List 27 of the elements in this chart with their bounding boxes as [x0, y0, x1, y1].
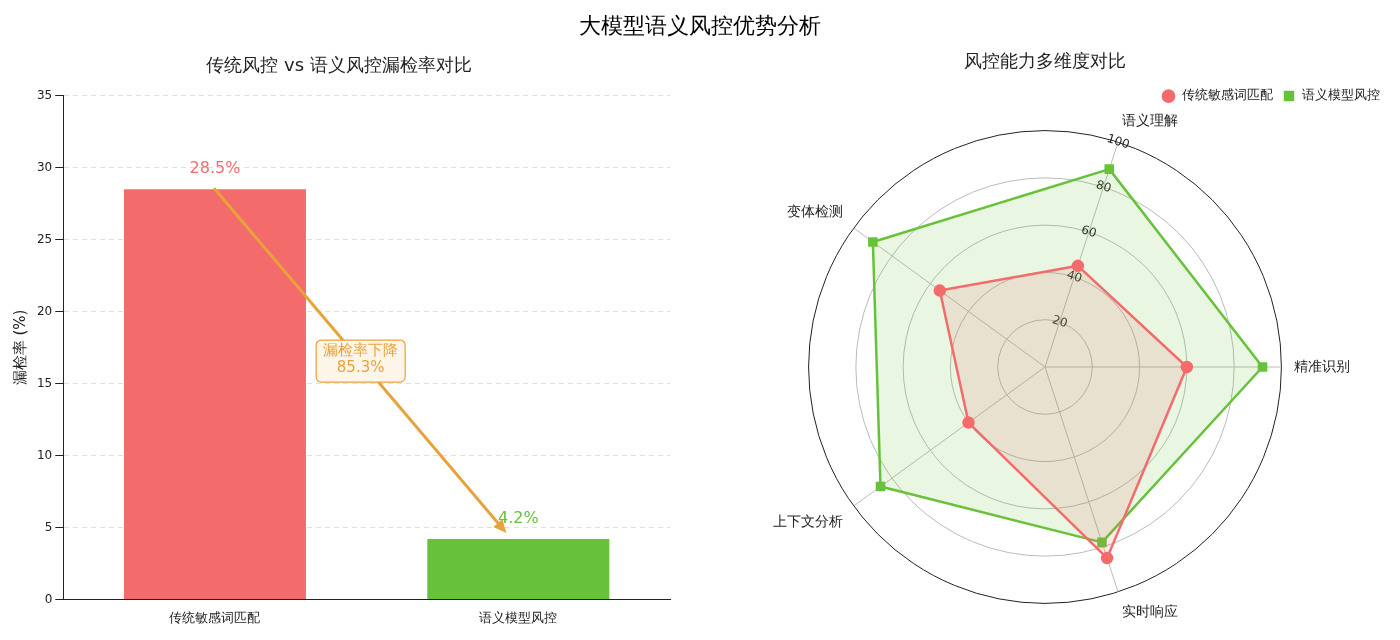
y-tick-label: 40	[1065, 267, 1084, 286]
y-tick-label: 20	[36, 303, 53, 318]
y-tick-label: 15	[36, 375, 53, 390]
legend-label: 语义模型风控	[1302, 87, 1380, 103]
y-tick-label: 60	[1079, 222, 1099, 241]
y-tick-label: 35	[36, 87, 53, 102]
spoke-label: 变体检测	[787, 202, 844, 219]
legend-label: 传统敏感词匹配	[1181, 87, 1273, 103]
y-tick-label: 0	[44, 591, 53, 606]
annotation: 漏检率下降 85.3%	[323, 341, 399, 377]
spoke-label: 上下文分析	[773, 512, 844, 529]
y-tick-label: 5	[44, 519, 53, 534]
spoke-label: 实时响应	[1122, 603, 1179, 620]
y-tick-label: 100	[1105, 131, 1132, 152]
data-label: 4.2%	[497, 508, 539, 528]
chart-title: 传统风控 vs 语义风控漏检率对比	[206, 54, 472, 76]
y-tick-label: 20	[1050, 312, 1070, 331]
text: 大模型语义风控优势分析	[578, 12, 822, 40]
y-tick-label: 10	[36, 447, 53, 462]
y-tick-label: 30	[36, 159, 53, 174]
spoke-label: 精准识别	[1294, 357, 1351, 374]
y-tick-label: 80	[1094, 177, 1114, 196]
y-axis-title: 漏检率 (%)	[10, 309, 29, 386]
y-tick-label: 25	[36, 231, 53, 246]
data-label: 28.5%	[189, 158, 241, 178]
chart-title: 风控能力多维度对比	[964, 50, 1126, 72]
spoke-label: 语义理解	[1122, 112, 1179, 129]
